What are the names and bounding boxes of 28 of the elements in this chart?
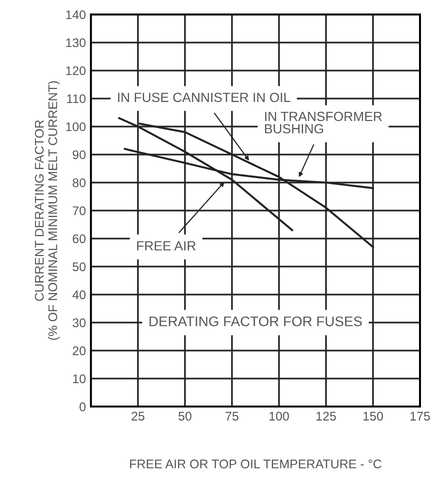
x-tick-label: 175 (410, 412, 430, 421)
y-tick-label: 80 (72, 178, 86, 188)
y-tick-label: 100 (66, 122, 86, 132)
y-tick-label: 30 (72, 318, 86, 328)
x-tick-label: 25 (132, 412, 144, 421)
annotation: FREE AIR (137, 241, 196, 250)
y-tick-label: 90 (72, 150, 86, 160)
y-tick-label: 50 (72, 262, 86, 272)
x-axis-title: FREE AIR OR TOP OIL TEMPERATURE - °C (130, 460, 382, 468)
x-tick-label: 75 (226, 412, 238, 421)
text: DERATING FACTOR FOR FUSES (150, 316, 362, 326)
y-tick-label: 0 (80, 402, 86, 412)
y-tick-label: 40 (72, 290, 86, 300)
annotation: IN FUSE CANNISTER IN OIL (118, 92, 290, 102)
annotation: IN TRANSFORMER BUSHING (265, 112, 382, 134)
x-tick-label: 100 (270, 412, 289, 421)
y-tick-label: 10 (73, 374, 86, 384)
y-tick-label: 20 (72, 346, 86, 356)
y-tick-label: 120 (66, 66, 86, 76)
y-tick-label: 130 (66, 38, 86, 48)
y-tick-label: 70 (72, 206, 86, 216)
y-axis-title: CURRENT DERATING FACTOR (% OF NOMINAL MINIMUM MELT CURRENT) (34, 81, 60, 340)
y-tick-label: 110 (67, 94, 86, 104)
x-tick-label: 150 (364, 412, 383, 421)
x-tick-label: 125 (316, 412, 336, 421)
y-tick-label: 60 (72, 234, 86, 244)
x-tick-label: 50 (178, 412, 192, 421)
y-tick-label: 140 (66, 10, 86, 20)
